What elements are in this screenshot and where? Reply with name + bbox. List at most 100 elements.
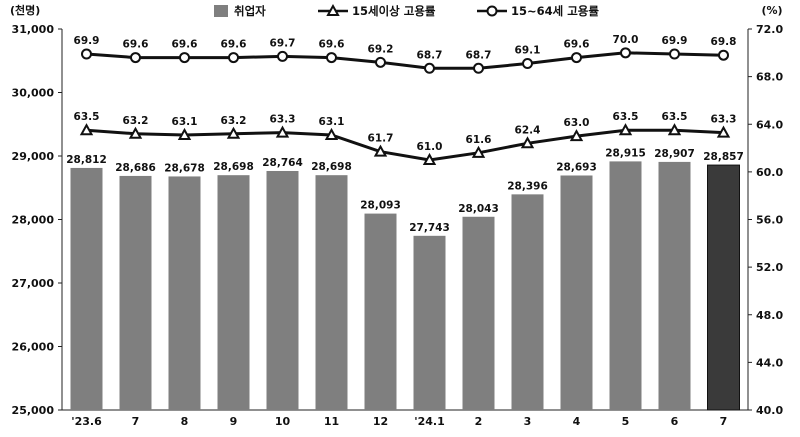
- right-tick-label: 72.0: [756, 23, 783, 36]
- line-point: [571, 52, 582, 64]
- bar: [119, 175, 152, 410]
- line-value-label: 69.9: [74, 35, 100, 47]
- line-point: [716, 125, 731, 138]
- line-point: [522, 58, 533, 70]
- x-tick-label: 10: [275, 415, 291, 428]
- line-value-label: 69.6: [172, 39, 198, 51]
- line-value-label: 69.6: [564, 39, 590, 51]
- left-tick-label: 28,000: [12, 214, 55, 227]
- line-point: [618, 123, 633, 136]
- bar-value-label: 28,043: [458, 203, 499, 215]
- right-tick-label: 48.0: [756, 309, 783, 322]
- line-value-label: 63.3: [711, 114, 737, 126]
- line-point: [520, 136, 535, 149]
- line-15plus: [86, 128, 724, 162]
- bar: [707, 164, 740, 411]
- line-value-label: 70.0: [613, 34, 639, 46]
- line-value-label: 63.1: [172, 116, 198, 128]
- right-tick-label: 60.0: [756, 166, 783, 179]
- line-value-label: 69.6: [221, 39, 247, 51]
- line-point: [375, 56, 386, 68]
- right-tick-label: 52.0: [756, 261, 783, 274]
- line-value-label: 69.7: [270, 37, 296, 49]
- legend-marker-circle: [486, 5, 498, 17]
- line-value-label: 63.5: [613, 111, 639, 123]
- bar-value-label: 28,396: [507, 180, 548, 192]
- legend-marker-triangle: [326, 3, 340, 16]
- x-tick-label: '23.6: [71, 415, 102, 428]
- line-value-label: 69.1: [515, 45, 541, 57]
- line-value-label: 63.1: [319, 116, 345, 128]
- legend-label: 15세이상 고용률: [352, 4, 436, 18]
- left-tick-label: 29,000: [12, 150, 55, 163]
- bar: [266, 170, 299, 410]
- line-point: [473, 62, 484, 74]
- line-value-label: 69.2: [368, 43, 394, 55]
- bar: [609, 161, 642, 410]
- right-unit-label: (%): [761, 4, 782, 17]
- bar: [560, 175, 593, 410]
- line-value-label: 62.4: [515, 124, 541, 136]
- bar: [658, 161, 691, 410]
- line-point: [422, 152, 437, 165]
- line-value-label: 63.5: [74, 111, 100, 123]
- right-tick-label: 64.0: [756, 118, 783, 131]
- line-point: [130, 52, 141, 64]
- line-value-label: 69.6: [319, 39, 345, 51]
- line-value-label: 69.6: [123, 39, 149, 51]
- line-value-label: 69.9: [662, 35, 688, 47]
- line-value-label: 63.3: [270, 114, 296, 126]
- bar: [70, 167, 103, 410]
- bar-value-label: 28,812: [66, 154, 107, 166]
- x-tick-label: 6: [671, 415, 679, 428]
- bar: [168, 176, 201, 410]
- line-point: [81, 48, 92, 60]
- x-tick-label: 7: [720, 415, 728, 428]
- line-point: [128, 126, 143, 139]
- x-tick-label: 11: [324, 415, 339, 428]
- bar-value-label: 28,907: [654, 148, 695, 160]
- line-point: [569, 129, 584, 142]
- x-tick-label: 5: [622, 415, 630, 428]
- x-tick-label: 2: [475, 415, 483, 428]
- bar-value-label: 28,698: [213, 161, 254, 173]
- line-point: [177, 127, 192, 140]
- x-tick-label: 3: [524, 415, 532, 428]
- line-point: [667, 123, 682, 136]
- left-tick-label: 25,000: [12, 404, 55, 417]
- line-point: [669, 48, 680, 60]
- right-tick-label: 40.0: [756, 404, 783, 417]
- bar-value-label: 28,093: [360, 200, 401, 212]
- line-value-label: 69.8: [711, 36, 737, 48]
- line-point: [226, 126, 241, 139]
- left-unit-label: (천명): [10, 3, 40, 17]
- line-value-label: 61.7: [368, 133, 394, 145]
- x-tick-label: 8: [181, 415, 189, 428]
- line-value-label: 63.5: [662, 111, 688, 123]
- legend-label: 취업자: [234, 4, 266, 18]
- line-value-label: 68.7: [466, 49, 492, 61]
- bar-value-label: 28,915: [605, 147, 646, 159]
- bar-value-label: 28,693: [556, 161, 597, 173]
- line-point: [179, 52, 190, 64]
- bar: [511, 194, 544, 410]
- bar-value-label: 28,678: [164, 162, 205, 174]
- line-point: [275, 125, 290, 138]
- bar: [217, 175, 250, 410]
- line-value-label: 61.6: [466, 134, 492, 146]
- left-tick-label: 26,000: [12, 341, 55, 354]
- line-point: [324, 127, 339, 140]
- line-point: [228, 52, 239, 64]
- x-tick-label: 7: [132, 415, 140, 428]
- left-tick-label: 27,000: [12, 277, 55, 290]
- line-point: [326, 52, 337, 64]
- bar-value-label: 28,686: [115, 162, 156, 174]
- bar: [315, 175, 348, 410]
- legend-swatch-bar: [214, 5, 228, 17]
- x-tick-label: '24.1: [414, 415, 445, 428]
- bar-value-label: 27,743: [409, 222, 450, 234]
- line-15to64: [86, 51, 724, 70]
- bar-value-label: 28,857: [703, 151, 744, 163]
